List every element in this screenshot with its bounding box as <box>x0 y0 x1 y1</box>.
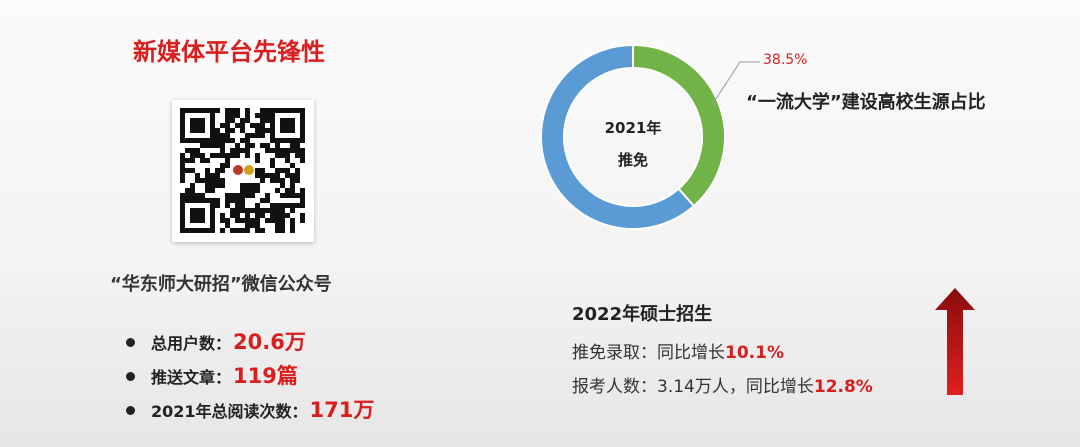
up-arrow-icon <box>935 288 975 395</box>
leader-line <box>711 61 760 106</box>
bullet-icon <box>126 338 135 347</box>
line-label: 推免录取：同比增长 <box>572 343 725 363</box>
chart-title: “一流大学”建设高校生源占比 <box>746 92 986 113</box>
stat-users: 总用户数： 20.6万 <box>126 326 306 356</box>
slice-value-label: 38.5% <box>763 52 808 68</box>
stat-reads: 2021年总阅读次数： 171万 <box>126 394 374 424</box>
section-title: 新媒体平台先锋性 <box>133 38 325 66</box>
center-line-1: 2021年 <box>604 119 662 137</box>
applicants-growth: 报考人数：3.14万人，同比增长12.8% <box>572 372 873 397</box>
stat-value: 119篇 <box>233 364 298 388</box>
stat-articles: 推送文章： 119篇 <box>126 360 298 390</box>
stat-label: 2021年总阅读次数： <box>151 402 308 421</box>
enrollment-heading: 2022年硕士招生 <box>572 304 713 325</box>
stat-label: 推送文章： <box>151 368 232 387</box>
slice-others <box>540 43 696 230</box>
donut-center-text: 2021年 推免 <box>583 112 683 176</box>
stat-label: 总用户数： <box>151 334 232 353</box>
line-label: 报考人数：3.14万人，同比增长 <box>572 377 814 397</box>
stat-value: 20.6万 <box>233 330 306 354</box>
line-value: 12.8% <box>813 377 873 397</box>
bullet-icon <box>126 406 135 415</box>
center-line-2: 推免 <box>617 151 648 169</box>
bullet-icon <box>126 372 135 381</box>
qr-code <box>172 100 314 242</box>
line-value: 10.1% <box>725 343 784 363</box>
recommend-growth: 推免录取：同比增长10.1% <box>572 338 784 363</box>
stat-value: 171万 <box>309 398 375 422</box>
qr-caption: “华东师大研招”微信公众号 <box>110 274 332 295</box>
